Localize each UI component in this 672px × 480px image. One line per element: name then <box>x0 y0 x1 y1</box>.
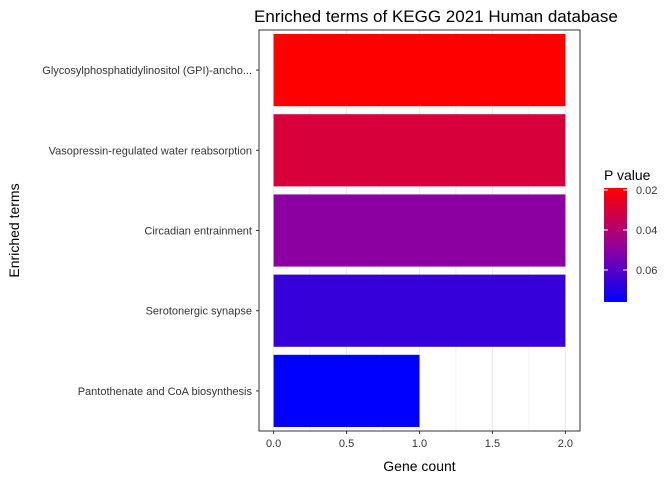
bar <box>273 274 566 347</box>
colorbar-tick-label: 0.06 <box>636 265 657 277</box>
y-axis: Glycosylphosphatidylinositol (GPI)-ancho… <box>42 65 259 398</box>
y-tick-label: Pantothenate and CoA biosynthesis <box>78 386 253 398</box>
bar <box>273 34 566 107</box>
x-axis-title: Gene count <box>383 458 455 474</box>
bars <box>273 34 566 427</box>
colorbar-tick-label: 0.02 <box>636 185 657 197</box>
x-tick-label: 1.5 <box>485 438 500 450</box>
x-tick-label: 1.0 <box>412 438 427 450</box>
bar <box>273 354 420 427</box>
chart-title: Enriched terms of KEGG 2021 Human databa… <box>254 7 618 26</box>
x-axis: 0.0 0.5 1.0 1.5 2.0 <box>266 431 573 450</box>
colorbar-gradient <box>604 188 627 302</box>
y-tick-label: Serotonergic synapse <box>146 306 252 318</box>
plot-panel <box>258 29 581 432</box>
y-tick-label: Vasopressin-regulated water reabsorption <box>49 145 252 157</box>
y-axis-title: Enriched terms <box>6 183 22 277</box>
colorbar-legend: P value 0.02 0.04 0.06 <box>604 167 657 302</box>
bar <box>273 194 566 267</box>
x-tick-label: 0.5 <box>339 438 354 450</box>
x-tick-label: 2.0 <box>558 438 573 450</box>
colorbar-title: P value <box>604 167 651 183</box>
bar <box>273 114 566 187</box>
colorbar-ticks: 0.02 0.04 0.06 <box>604 185 657 277</box>
y-tick-label: Glycosylphosphatidylinositol (GPI)-ancho… <box>42 65 252 77</box>
colorbar-tick-label: 0.04 <box>636 225 657 237</box>
x-tick-label: 0.0 <box>266 438 281 450</box>
y-tick-label: Circadian entrainment <box>144 226 252 238</box>
